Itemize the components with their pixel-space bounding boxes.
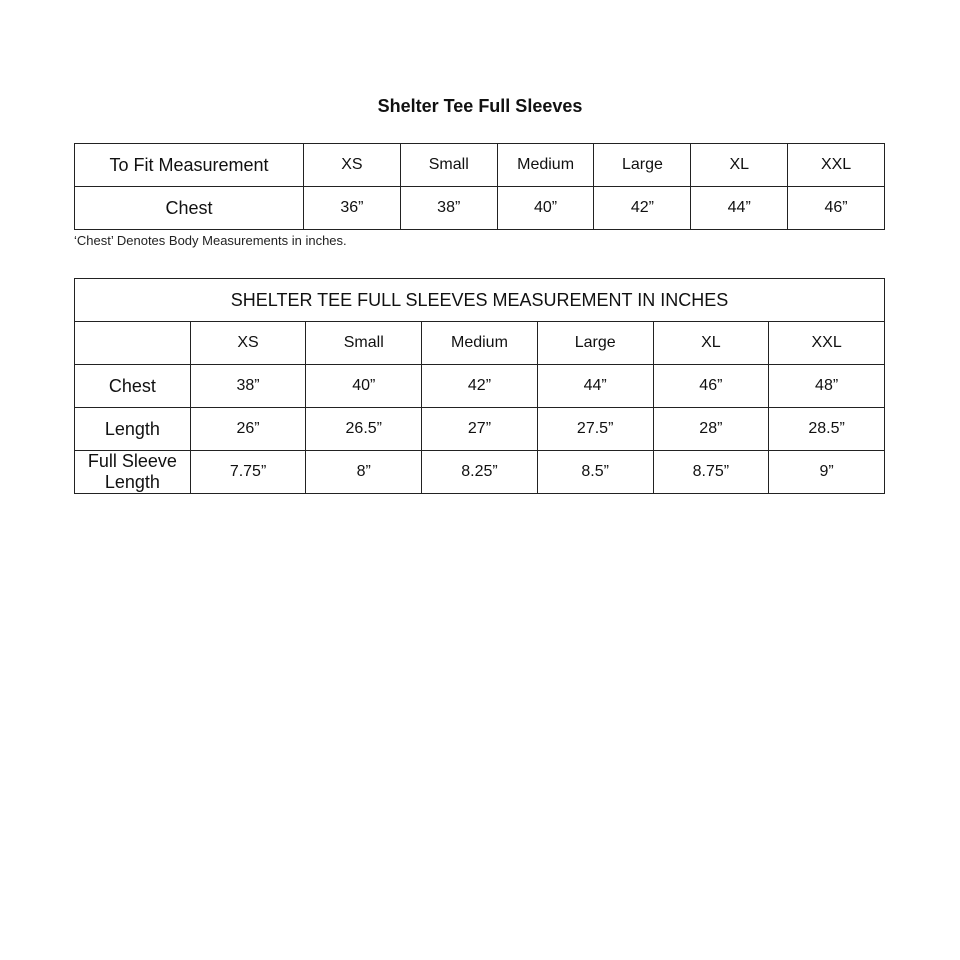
header-label: To Fit Measurement bbox=[74, 143, 304, 187]
measurement-cell: 40” bbox=[305, 364, 423, 408]
size-header-xl: XL bbox=[652, 321, 770, 365]
table-row: Chest 36” 38” 40” 42” 44” 46” bbox=[74, 186, 885, 230]
measurement-cell: 8.5” bbox=[536, 450, 654, 494]
size-header-xs: XS bbox=[303, 143, 401, 187]
size-header-large: Large bbox=[593, 143, 692, 187]
measurement-cell: 44” bbox=[536, 364, 654, 408]
body-measurement-table: To Fit Measurement XS Small Medium Large XL XX… bbox=[74, 143, 885, 230]
size-header-row: XS Small Medium Large XL XXL bbox=[74, 321, 885, 365]
size-header-medium: Medium bbox=[421, 321, 538, 365]
size-header-xxl: XXL bbox=[787, 143, 885, 187]
measurement-cell: 8.25” bbox=[421, 450, 538, 494]
row-label: Length bbox=[74, 407, 191, 451]
size-header-medium: Medium bbox=[496, 143, 595, 187]
measurement-cell: 46” bbox=[652, 364, 770, 408]
measurement-cell: 28” bbox=[652, 407, 770, 451]
table-row: Full Sleeve Length 7.75” 8” 8.25” 8.5” 8.75” 9… bbox=[74, 450, 885, 494]
measurement-cell: 8.75” bbox=[652, 450, 770, 494]
measurement-cell: 28.5” bbox=[768, 407, 885, 451]
measurement-cell: 40” bbox=[496, 186, 595, 230]
measurement-cell: 36” bbox=[303, 186, 401, 230]
table-row: Length 26” 26.5” 27” 27.5” 28” 28.5” bbox=[74, 407, 885, 451]
measurement-cell: 44” bbox=[690, 186, 789, 230]
size-header-xl: XL bbox=[690, 143, 789, 187]
measurement-cell: 26.5” bbox=[305, 407, 423, 451]
header-label bbox=[74, 321, 191, 365]
size-header-small: Small bbox=[305, 321, 423, 365]
page-title: Shelter Tee Full Sleeves bbox=[377, 96, 583, 116]
measurement-cell: 9” bbox=[768, 450, 885, 494]
measurement-cell: 42” bbox=[593, 186, 692, 230]
size-header-small: Small bbox=[399, 143, 498, 187]
row-label: Chest bbox=[74, 186, 304, 230]
measurement-note: ‘Chest’ Denotes Body Measurements in inc… bbox=[74, 233, 347, 248]
measurement-cell: 42” bbox=[421, 364, 538, 408]
table-caption-row: SHELTER TEE FULL SLEEVES MEASUREMENT IN … bbox=[74, 278, 885, 322]
measurement-cell: 8” bbox=[305, 450, 423, 494]
measurement-cell: 48” bbox=[768, 364, 885, 408]
table-caption: SHELTER TEE FULL SLEEVES MEASUREMENT IN … bbox=[74, 278, 885, 322]
size-header-xs: XS bbox=[189, 321, 307, 365]
row-label: Full Sleeve Length bbox=[74, 450, 191, 494]
row-label: Chest bbox=[74, 364, 191, 408]
size-header-xxl: XXL bbox=[768, 321, 885, 365]
measurement-cell: 46” bbox=[787, 186, 885, 230]
measurement-cell: 26” bbox=[189, 407, 307, 451]
table-row: Chest 38” 40” 42” 44” 46” 48” bbox=[74, 364, 885, 408]
size-header-large: Large bbox=[536, 321, 654, 365]
measurement-cell: 7.75” bbox=[189, 450, 307, 494]
measurement-cell: 38” bbox=[189, 364, 307, 408]
measurement-cell: 38” bbox=[399, 186, 498, 230]
size-header-row: To Fit Measurement XS Small Medium Large XL XX… bbox=[74, 143, 885, 187]
measurement-cell: 27.5” bbox=[536, 407, 654, 451]
measurement-cell: 27” bbox=[421, 407, 538, 451]
garment-measurement-table: SHELTER TEE FULL SLEEVES MEASUREMENT IN … bbox=[74, 278, 885, 494]
